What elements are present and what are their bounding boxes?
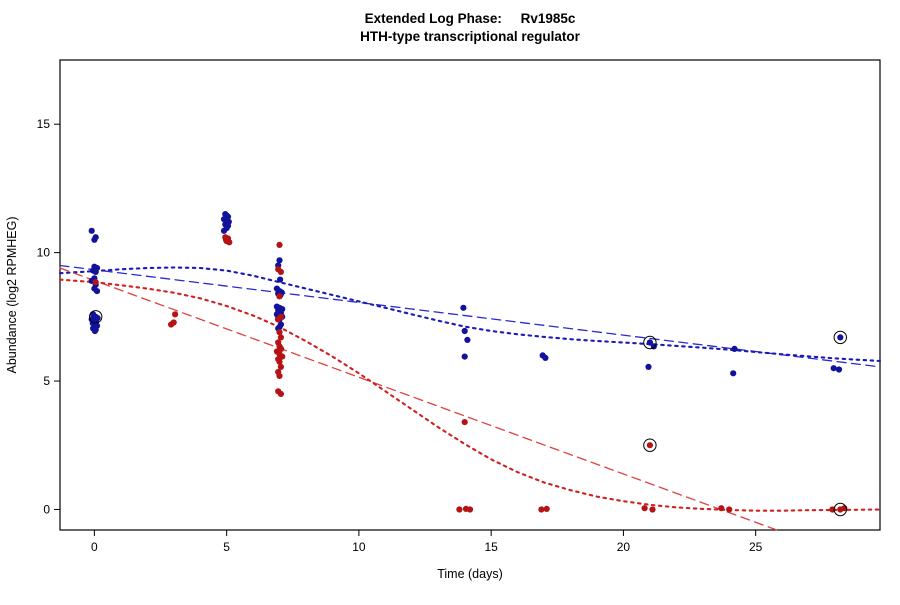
condition-red-point xyxy=(277,363,284,370)
red-linear-fit-line xyxy=(59,267,778,531)
highlight-ring xyxy=(643,438,657,452)
x-tick-label: 0 xyxy=(91,540,98,554)
x-tick-label: 25 xyxy=(749,540,763,554)
condition-blue-point xyxy=(542,354,549,361)
condition-red-point xyxy=(456,506,463,513)
condition-red-point xyxy=(277,390,284,397)
condition-red-point xyxy=(277,268,284,275)
condition-red-point xyxy=(649,506,656,513)
condition-red-point xyxy=(726,506,733,513)
condition-blue-point xyxy=(461,353,468,360)
y-tick-label: 15 xyxy=(37,117,51,131)
highlight-ring xyxy=(833,502,847,517)
chart-subtitle: HTH-type transcriptional regulator xyxy=(360,29,581,44)
blue-linear-fit-line xyxy=(59,264,881,368)
condition-blue-point xyxy=(220,227,228,234)
x-tick-label: 5 xyxy=(223,540,230,554)
y-tick-label: 0 xyxy=(43,502,50,516)
chart-title: Extended Log Phase: Rv1985c xyxy=(365,11,576,26)
condition-red-point xyxy=(274,316,282,323)
condition-red-point xyxy=(276,329,283,336)
condition-blue-point xyxy=(835,366,843,373)
condition-blue-point xyxy=(88,227,95,234)
condition-red-point xyxy=(226,239,233,246)
condition-red-point xyxy=(538,506,545,513)
plot-box xyxy=(59,59,881,531)
condition-red-point xyxy=(718,505,725,512)
condition-blue-point xyxy=(837,334,844,341)
condition-red-point xyxy=(543,505,550,512)
condition-red-point xyxy=(276,241,283,248)
condition-blue-point xyxy=(464,336,471,343)
condition-red-point xyxy=(466,506,474,513)
condition-red-point xyxy=(276,372,283,379)
condition-blue-point xyxy=(460,304,467,311)
condition-blue-point xyxy=(731,345,738,352)
highlight-ring xyxy=(833,330,847,345)
condition-blue-point xyxy=(93,288,101,295)
x-tick-label: 10 xyxy=(352,540,366,554)
red-smooth-fit-line xyxy=(58,278,882,512)
x-axis-label: Time (days) xyxy=(437,567,503,581)
y-tick-label: 10 xyxy=(37,246,51,260)
x-tick-label: 20 xyxy=(617,540,631,554)
condition-red-point xyxy=(170,319,177,326)
condition-blue-point xyxy=(645,363,652,370)
y-tick-label: 5 xyxy=(43,374,50,388)
condition-blue-point xyxy=(461,327,468,335)
condition-blue-point xyxy=(830,365,837,372)
highlight-ring xyxy=(643,335,657,350)
condition-blue-point xyxy=(646,339,654,346)
axis-ticks: 0 5 10 15 20 25 0 5 10 15 xyxy=(37,117,763,554)
x-tick-label: 15 xyxy=(484,540,498,554)
blue-smooth-fit-line xyxy=(58,266,882,363)
condition-blue-point xyxy=(276,257,283,264)
condition-red-point xyxy=(646,442,654,449)
condition-blue-point xyxy=(91,236,98,243)
condition-red-point xyxy=(172,311,179,318)
condition-blue-point xyxy=(277,276,284,283)
data-points xyxy=(88,211,848,513)
condition-blue-point xyxy=(92,268,99,275)
condition-red-point xyxy=(92,279,99,286)
condition-red-point xyxy=(276,293,283,300)
highlighted-points xyxy=(89,310,847,517)
condition-red-point xyxy=(641,505,648,512)
highlight-ring xyxy=(89,310,103,324)
condition-red-point xyxy=(276,358,283,365)
condition-red-point xyxy=(277,334,284,341)
y-axis-label: Abundance (log2 RPMHEG) xyxy=(5,216,19,373)
condition-blue-point xyxy=(730,370,737,377)
trend-lines xyxy=(58,264,882,531)
condition-red-point xyxy=(461,419,468,426)
condition-blue-point xyxy=(91,327,98,335)
